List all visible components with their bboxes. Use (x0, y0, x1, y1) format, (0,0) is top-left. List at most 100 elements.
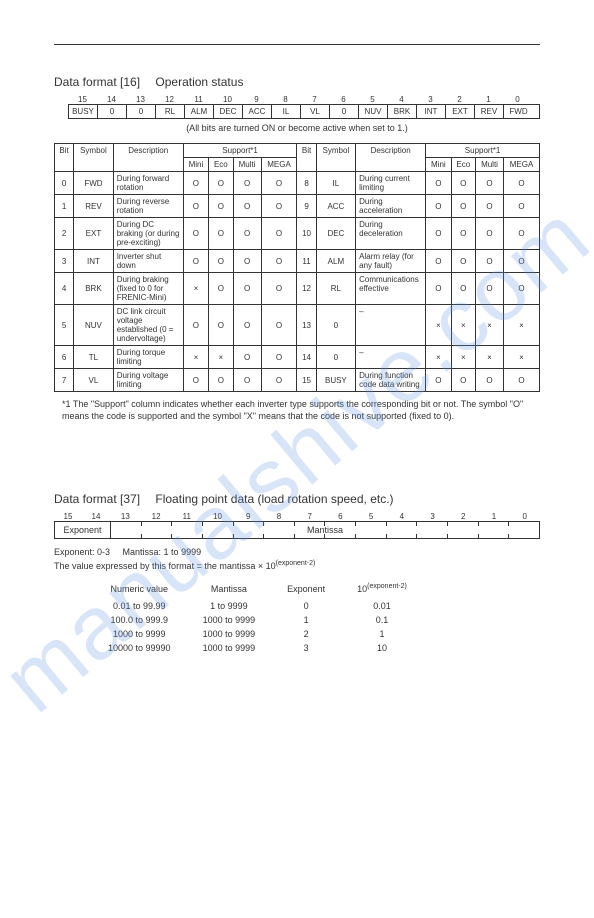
cell: O (476, 195, 504, 218)
formula-exp: (exponent-2) (276, 560, 316, 567)
table-row: 3INTInverter shut downOOOO11ALMAlarm rel… (55, 250, 540, 273)
bit-names-row: BUSY00RLALMDECACCILVL0NUVBRKINTEXTREVFWD (68, 104, 540, 119)
bit-num: 4 (387, 95, 416, 104)
cell: O (183, 369, 208, 392)
cell: O (504, 273, 540, 305)
bit-name-cell: BRK (388, 105, 417, 118)
cell: O (504, 195, 540, 218)
vh-ten: 10(exponent-2) (341, 581, 423, 599)
bit-num: 1 (474, 95, 503, 104)
cell: 15 (297, 369, 316, 392)
cell: 7 (55, 369, 74, 392)
cell: O (504, 250, 540, 273)
cell: DEC (316, 218, 356, 250)
cell: O (233, 346, 261, 369)
bit-num: 11 (171, 512, 202, 521)
cell: During torque limiting (113, 346, 183, 369)
cell: O (209, 218, 233, 250)
cell: 6 (55, 346, 74, 369)
cell: DC link circuit voltage established (0 =… (113, 305, 183, 346)
table-row: 4BRKDuring braking (fixed to 0 for FRENI… (55, 273, 540, 305)
format-label-2: Data format [37] (54, 492, 140, 506)
cell: O (426, 273, 451, 305)
cell: During forward rotation (113, 172, 183, 195)
th-desc: Description (113, 144, 183, 172)
th-bit: Bit (55, 144, 74, 172)
cell: During acceleration (356, 195, 426, 218)
bit-num: 14 (97, 95, 126, 104)
cell: 1 (55, 195, 74, 218)
cell: 0 (55, 172, 74, 195)
th-mega-r: MEGA (504, 158, 540, 172)
status-table: Bit Symbol Description Support*1 Bit Sym… (54, 143, 540, 392)
cell: 10 (297, 218, 316, 250)
cell: O (451, 195, 475, 218)
values-table: Numeric value Mantissa Exponent 10(expon… (92, 581, 423, 655)
cell: O (183, 305, 208, 346)
bit-numbers-row: 1514131211109876543210 (68, 95, 540, 104)
cell: NUV (74, 305, 114, 346)
cell: 0 (316, 346, 356, 369)
cell: O (233, 172, 261, 195)
cell: – (356, 346, 426, 369)
cell: 2 (55, 218, 74, 250)
cell: 3 (55, 250, 74, 273)
cell: 1 (341, 627, 423, 641)
cell: O (426, 369, 451, 392)
mantissa-box: Exponent Mantissa (54, 521, 540, 539)
bit-num: 9 (233, 512, 264, 521)
page-content: Data format [16] Operation status 151413… (0, 0, 594, 675)
mantissa-cell: Mantissa (111, 522, 539, 538)
cell: O (233, 195, 261, 218)
cell: O (476, 369, 504, 392)
cell: O (426, 172, 451, 195)
cell: 1000 to 9999 (187, 613, 272, 627)
th-support-r: Support*1 (426, 144, 540, 158)
bit-name-cell: INT (417, 105, 446, 118)
cell: O (209, 172, 233, 195)
cell: O (451, 250, 475, 273)
exp-range: Exponent: 0-3 Mantissa: 1 to 9999 (54, 547, 540, 557)
cell: × (476, 305, 504, 346)
th-bit-r: Bit (297, 144, 316, 172)
cell: IL (316, 172, 356, 195)
cell: 3 (271, 641, 341, 655)
table-row: 1REVDuring reverse rotationOOOO9ACCDurin… (55, 195, 540, 218)
bit-name-cell: 0 (127, 105, 156, 118)
cell: – (356, 305, 426, 346)
bit-name-cell: FWD (504, 105, 533, 118)
cell: 0.1 (341, 613, 423, 627)
bit-num: 0 (503, 95, 532, 104)
th-mega-l: MEGA (261, 158, 297, 172)
cell: 11 (297, 250, 316, 273)
cell: 5 (55, 305, 74, 346)
cell: VL (74, 369, 114, 392)
th-multi-l: Multi (233, 158, 261, 172)
cell: EXT (74, 218, 114, 250)
exponent-cell: Exponent (55, 522, 111, 538)
bit-num: 11 (184, 95, 213, 104)
th-symbol-r: Symbol (316, 144, 356, 172)
footnote: *1 The "Support" column indicates whethe… (62, 398, 532, 422)
cell: 1 (271, 613, 341, 627)
table-row: 0.01 to 99.991 to 999900.01 (92, 599, 423, 613)
cell: O (476, 172, 504, 195)
bit-num: 10 (202, 512, 233, 521)
cell: O (476, 250, 504, 273)
section-1-title: Data format [16] Operation status (54, 75, 540, 89)
cell: RL (316, 273, 356, 305)
cell: During deceleration (356, 218, 426, 250)
bit-num: 1 (479, 512, 510, 521)
table-row: 1000 to 99991000 to 999921 (92, 627, 423, 641)
cell: × (183, 346, 208, 369)
cell: TL (74, 346, 114, 369)
cell: × (451, 346, 475, 369)
cell: O (451, 218, 475, 250)
th-mini-l: Mini (183, 158, 208, 172)
cell: O (261, 218, 297, 250)
cell: × (476, 346, 504, 369)
cell: 1 to 9999 (187, 599, 272, 613)
cell: O (426, 250, 451, 273)
cell: O (233, 218, 261, 250)
cell: O (183, 250, 208, 273)
